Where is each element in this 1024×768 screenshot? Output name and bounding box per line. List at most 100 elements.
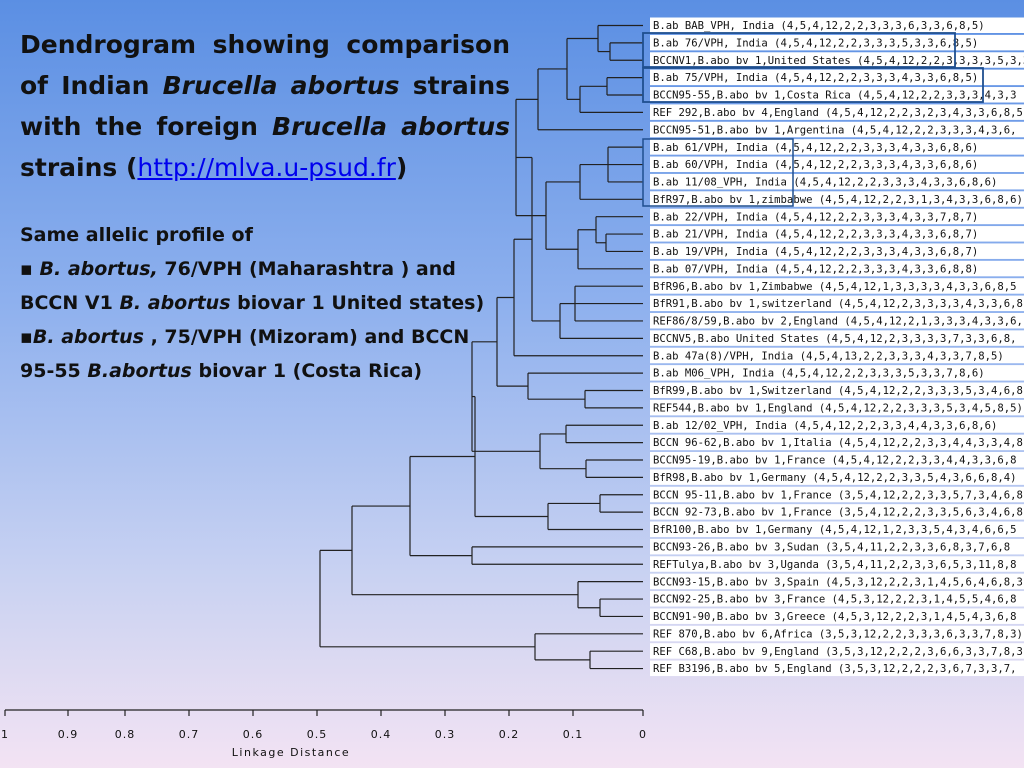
leaf-label-background [650,69,1024,86]
x-axis-title: Linkage Distance [232,746,350,759]
leaf-label-background [650,121,1024,138]
leaf-label: BCCN95-19,B.abo bv 1,France (4,5,4,12,2,… [653,455,1017,467]
note-text: , 75/VPH (Mizoram) and BCCN 95-55 [20,326,470,382]
leaf-label: BfR98,B.abo bv 1,Germany (4,5,4,12,2,2,3… [653,472,1017,484]
leaf-label-background [650,608,1024,624]
leaf-label: B.ab 76/VPH, India (4,5,4,12,2,2,3,3,3,5… [653,37,978,49]
leaf-label-background [650,486,1024,503]
leaf-label: BfR96,B.abo bv 1,Zimbabwe (4,5,4,12,1,3,… [653,281,1017,293]
leaf-label: REFTulya,B.abo bv 3,Uganda (3,5,4,11,2,2… [653,559,1017,571]
leaf-label-background [650,573,1024,590]
leaf-label-background [650,504,1024,520]
x-tick-label: 0.4 [371,728,392,741]
leaf-label-background [650,139,1024,155]
leaf-label: B.ab 47a(8)/VPH, India (4,5,4,13,2,2,3,3… [653,350,1004,362]
x-tick-label: 0.6 [243,728,264,741]
note-text: biovar 1 United states) [230,292,485,314]
leaf-label: BCCN93-26,B.abo bv 3,Sudan (3,5,4,11,2,2… [653,542,1010,554]
leaf-label-background [650,173,1024,190]
slide-title: Dendrogram showing comparison of Indian … [20,24,510,188]
bullet-icon: ▪ [20,326,33,348]
x-tick-label: 0.9 [58,728,79,741]
leaf-label-background [650,104,1024,120]
leaf-label-background [650,469,1024,485]
notes-heading: Same allelic profile of [20,224,253,246]
notes-panel: Same allelic profile of ▪ B. abortus, 76… [20,218,500,388]
leaf-label: B.ab 60/VPH, India (4,5,4,12,2,2,3,3,3,4… [653,159,978,171]
bullet-icon: ▪ [20,258,33,280]
highlight-box [642,67,984,103]
leaf-label: B.ab M06_VPH, India (4,5,4,12,2,2,3,3,3,… [653,368,985,380]
leaf-label-background [650,260,1024,277]
leaf-label: B.ab 22/VPH, India (4,5,4,12,2,2,3,3,3,4… [653,211,978,223]
leaf-label: B.ab 61/VPH, India (4,5,4,12,2,2,3,3,3,4… [653,142,978,154]
leaf-label-background [650,591,1024,607]
leaf-label: BCCN91-90,B.abo bv 3,Greece (4,5,3,12,2,… [653,611,1017,623]
x-tick-label: 0.2 [499,728,520,741]
source-link[interactable]: http://mlva.u-psud.fr [137,153,396,182]
note-text: 76/VPH (Maharashtra ) and BCCN V1 [20,258,456,314]
leaf-label: BCCNV5,B.abo United States (4,5,4,12,2,3… [653,333,1017,345]
leaf-label-background [650,312,1024,329]
leaf-label: B.ab BAB_VPH, India (4,5,4,12,2,2,3,3,3,… [653,20,985,32]
leaf-label: BCCN 95-11,B.abo bv 1,France (3,5,4,12,2… [653,489,1023,501]
leaf-label: B.ab 07/VPH, India (4,5,4,12,2,2,3,3,3,4… [653,263,978,275]
leaf-label-background [650,399,1024,416]
highlight-box [642,32,956,68]
title-paren-open: ( [125,153,138,182]
leaf-label-background [650,208,1024,225]
title-paren-close: ) [395,153,408,182]
leaf-label-background [650,52,1024,68]
leaf-label-background [650,87,1024,103]
notes-item-1: ▪ B. abortus, 76/VPH (Maharashtra ) and … [20,252,500,320]
note-text: biovar 1 (Costa Rica) [191,360,423,382]
leaf-label: BCCN93-15,B.abo bv 3,Spain (4,5,3,12,2,2… [653,576,1023,588]
leaf-label: B.ab 19/VPH, India (4,5,4,12,2,2,3,3,3,4… [653,246,978,258]
leaf-label: BfR99,B.abo bv 1,Switzerland (4,5,4,12,2… [653,385,1023,397]
species-name: B.abortus [87,360,192,382]
leaf-label: BCCN95-55,B.abo bv 1,Costa Rica (4,5,4,1… [653,90,1017,102]
leaf-label-background [650,191,1024,207]
leaf-label-background [650,243,1024,259]
leaf-label-background [650,434,1024,451]
leaf-label: REF544,B.abo bv 1,England (4,5,4,12,2,2,… [653,402,1023,414]
leaf-label: BCCN92-25,B.abo bv 3,France (4,5,3,12,2,… [653,594,1017,606]
x-tick-label: 0.1 [563,728,584,741]
notes-item-2: ▪B. abortus , 75/VPH (Mizoram) and BCCN … [20,320,500,388]
leaf-label: REF 292,B.abo bv 4,England (4,5,4,12,2,2… [653,107,1023,119]
title-text-2: strains with the foreign [20,71,510,141]
leaf-label: REF86/8/59,B.abo bv 2,England (4,5,4,12,… [653,316,1023,328]
leaf-label: REF 870,B.abo bv 6,Africa (3,5,3,12,2,2,… [653,628,1023,640]
leaf-label: B.ab 21/VPH, India (4,5,4,12,2,2,3,3,3,4… [653,229,978,241]
leaf-label: BfR97,B.abo bv 1,zimbabwe (4,5,4,12,2,2,… [653,194,1023,206]
species-name: B. abortus [119,292,231,314]
leaf-label-background [650,382,1024,398]
leaf-label-background [650,278,1024,294]
leaf-label-background [650,330,1024,346]
leaf-label-background [650,556,1024,572]
leaf-label: BCCN 92-73,B.abo bv 1,France (3,5,4,12,2… [653,507,1023,519]
leaf-label-background [650,660,1024,677]
title-text-3: strains [20,153,126,182]
leaf-label: REF B3196,B.abo bv 5,England (3,5,3,12,2… [653,663,1017,675]
species-name: B. abortus, [39,258,158,280]
leaf-label-background [650,347,1024,364]
leaf-label-background [650,34,1024,51]
leaf-label: B.ab 11/08_VPH, India (4,5,4,12,2,2,3,3,… [653,177,997,189]
x-tick-label: 1 [1,728,9,741]
leaf-label: B.ab 12/02_VPH, India (4,5,4,12,2,2,3,3,… [653,420,997,432]
leaf-label: BfR100,B.abo bv 1,Germany (4,5,4,12,1,2,… [653,524,1017,536]
x-tick-label: 0.7 [179,728,200,741]
leaf-label-background [650,17,1024,33]
leaf-label: B.ab 75/VPH, India (4,5,4,12,2,2,3,3,3,4… [653,72,978,84]
x-tick-label: 0.5 [307,728,328,741]
leaf-label-background [650,643,1024,659]
leaf-label-background [650,365,1024,381]
leaf-label: BCCNV1,B.abo bv 1,United States (4,5,4,1… [653,55,1024,67]
x-tick-label: 0.8 [115,728,136,741]
title-species-1: Brucella abortus [162,71,400,100]
leaf-label-background [650,417,1024,433]
leaf-label-background [650,538,1024,555]
leaf-label: BfR91,B.abo bv 1,switzerland (4,5,4,12,2… [653,298,1024,310]
leaf-label-background [650,226,1024,242]
